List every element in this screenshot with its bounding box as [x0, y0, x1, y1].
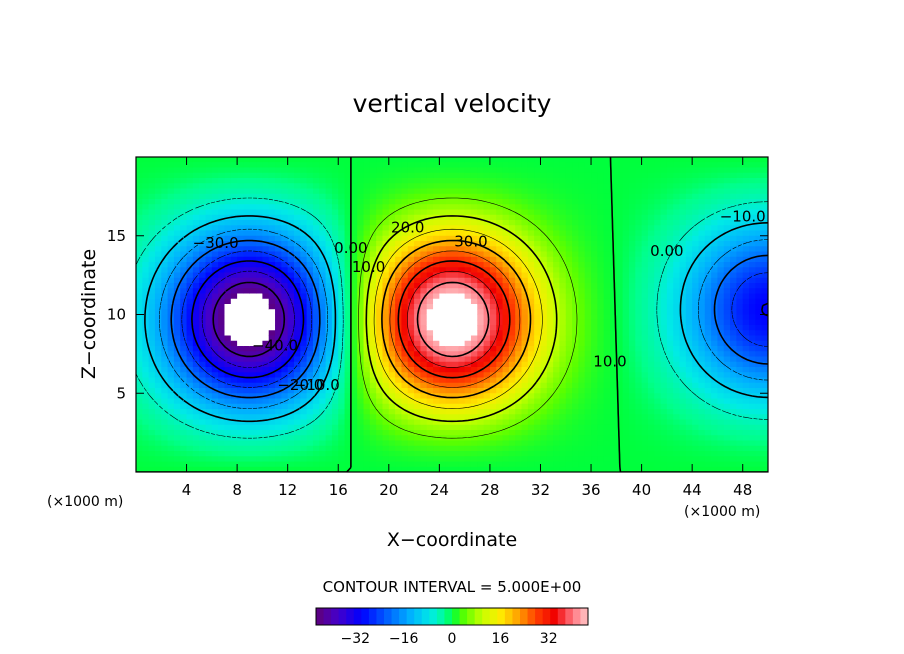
colorbar-swatch — [429, 608, 438, 625]
colorbar-swatch — [489, 608, 498, 625]
contour-label: −20.0 — [277, 376, 323, 394]
contour-lines — [136, 157, 768, 472]
colorbar-swatch — [482, 608, 491, 625]
colorbar-swatch — [565, 608, 574, 625]
contour-line — [201, 270, 295, 368]
x-unit-right: (×1000 m) — [684, 504, 760, 520]
colorbar-swatch — [384, 608, 393, 625]
x-tick-label: 12 — [278, 481, 297, 499]
colorbar — [315, 607, 589, 626]
colorbar-swatch — [572, 608, 581, 625]
contour-line — [373, 228, 543, 409]
contour-label: 20.0 — [391, 218, 424, 236]
colorbar-swatch — [421, 608, 430, 625]
colorbar-swatch — [361, 608, 370, 625]
colorbar-swatch — [452, 608, 461, 625]
x-axis: 4 8 12 16 20 24 28 32 36 40 44 48 — [182, 157, 752, 499]
contour-field — [136, 157, 768, 472]
colorbar-swatch — [557, 608, 566, 625]
colorbar-swatch — [376, 608, 385, 625]
contour-line — [358, 197, 578, 439]
colorbar-swatch — [512, 608, 521, 625]
colorbar-swatch — [535, 608, 544, 625]
colorbar-swatch — [368, 608, 377, 625]
x-tick-label: 8 — [232, 481, 242, 499]
contour-labels: −30.0−40.0−20.0−10.00.0010.020.030.010.0… — [193, 207, 766, 394]
y-axis-label: Z−coordinate — [78, 249, 100, 379]
contour-line — [407, 270, 500, 368]
colorbar-swatch — [520, 608, 529, 625]
colorbar-swatch — [323, 608, 332, 625]
colorbar-swatch — [436, 608, 445, 625]
colorbar-swatch — [316, 608, 325, 625]
contour-line — [144, 215, 768, 423]
contour-label: −40.0 — [252, 337, 298, 355]
x-tick-label: 32 — [531, 481, 550, 499]
y-tick-label: 10 — [107, 306, 126, 324]
y-tick-label: 5 — [116, 384, 126, 402]
contour-line — [159, 228, 768, 409]
contour-line — [136, 157, 768, 472]
x-axis-label: X−coordinate — [387, 529, 517, 551]
colorbar-ticks: −32 −16 0 16 32 — [341, 631, 558, 647]
colorbar-swatch — [353, 608, 362, 625]
contour-label: 30.0 — [454, 233, 487, 251]
x-tick-label: 40 — [632, 481, 651, 499]
colorbar-swatch — [504, 608, 513, 625]
colorbar-tick-label: −16 — [389, 631, 419, 647]
x-tick-label: 4 — [182, 481, 192, 499]
colorbar-swatch — [542, 608, 551, 625]
colorbar-swatch — [474, 608, 483, 625]
contour-line — [416, 281, 490, 358]
contour-line — [181, 250, 768, 388]
colorbar-swatch — [414, 608, 423, 625]
colorbar-tick-label: 16 — [491, 631, 509, 647]
colorbar-swatch — [391, 608, 400, 625]
x-unit-left: (×1000 m) — [47, 494, 123, 510]
x-tick-label: 44 — [683, 481, 702, 499]
contour-line — [397, 260, 511, 379]
colorbar-swatch — [346, 608, 355, 625]
x-tick-label: 48 — [733, 481, 752, 499]
contour-line — [365, 215, 558, 423]
contour-line — [170, 239, 768, 399]
x-tick-label: 20 — [379, 481, 398, 499]
colorbar-swatch — [580, 608, 589, 625]
colorbar-swatch — [399, 608, 408, 625]
colorbar-tick-label: 32 — [540, 631, 558, 647]
contour-label: 0.00 — [334, 239, 367, 257]
contour-interval-text: CONTOUR INTERVAL = 5.000E+00 — [323, 578, 582, 596]
colorbar-swatch — [467, 608, 476, 625]
contour-label: 10.0 — [593, 352, 626, 370]
colorbar-swatch — [459, 608, 468, 625]
colorbar-swatch — [527, 608, 536, 625]
colorbar-swatch — [497, 608, 506, 625]
contour-label: −10.0 — [294, 376, 340, 394]
x-tick-label: 28 — [480, 481, 499, 499]
x-tick-label: 16 — [329, 481, 348, 499]
chart-title: vertical velocity — [353, 89, 552, 118]
contour-label: 0.00 — [650, 242, 683, 260]
contour-line — [389, 250, 521, 388]
contour-label: −10.0 — [720, 207, 766, 225]
contour-label: −30.0 — [193, 234, 239, 252]
colorbar-swatch — [406, 608, 415, 625]
x-tick-label: 36 — [581, 481, 600, 499]
colorbar-swatch — [444, 608, 453, 625]
colorbar-tick-label: −32 — [341, 631, 371, 647]
colorbar-swatch — [338, 608, 347, 625]
colorbar-frame — [315, 607, 589, 626]
y-tick-label: 15 — [107, 227, 126, 245]
colorbar-swatch — [331, 608, 340, 625]
contour-label: 10.0 — [352, 258, 385, 276]
x-tick-label: 24 — [430, 481, 449, 499]
contour-line — [212, 281, 286, 358]
colorbar-swatch — [550, 608, 559, 625]
contour-line — [381, 239, 532, 399]
contour-line — [136, 197, 768, 439]
contour-line — [191, 260, 768, 379]
y-axis: 5 10 15 — [107, 227, 768, 402]
colorbar-tick-label: 0 — [448, 631, 457, 647]
